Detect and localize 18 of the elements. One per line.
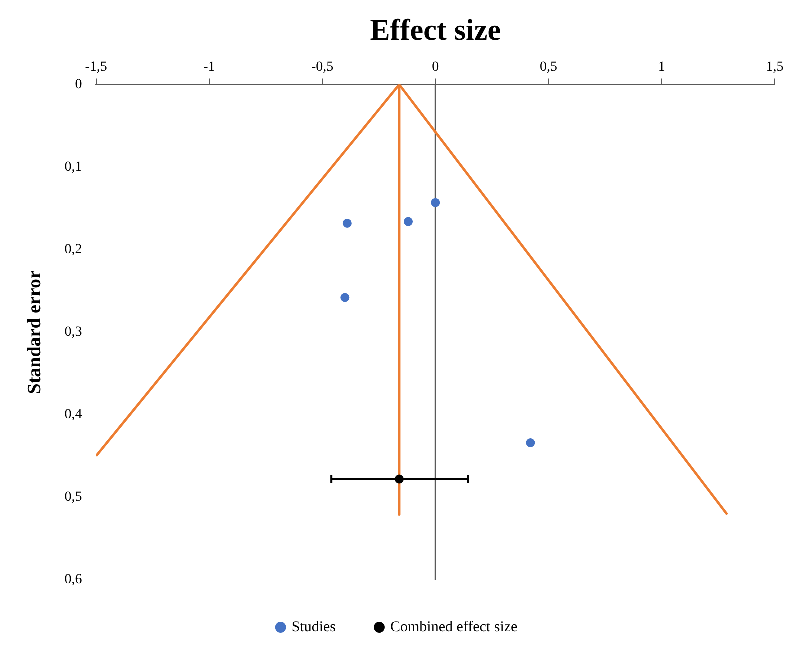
x-tick-label: -1 — [204, 60, 216, 76]
y-tick-label: 0,5 — [64, 490, 82, 506]
legend-label: Studies — [292, 619, 336, 636]
y-tick-label: 0,2 — [64, 242, 82, 258]
x-tick-label: 0 — [432, 60, 440, 76]
x-tick-label: 1,5 — [766, 60, 784, 76]
y-tick-label: 0,3 — [64, 325, 82, 340]
y-tick-label: 0,1 — [64, 160, 82, 176]
x-tick-label: -0,5 — [311, 60, 334, 76]
x-tick-label: 0,5 — [540, 60, 558, 76]
x-axis-title: Effect size — [370, 14, 502, 47]
x-tick-label: 1 — [658, 60, 666, 76]
y-axis-title: Standard error — [24, 270, 46, 394]
legend-label: Combined effect size — [390, 619, 518, 636]
y-tick-label: 0,6 — [64, 572, 82, 588]
y-tick-label: 0 — [75, 77, 82, 92]
x-tick-label: -1,5 — [85, 60, 108, 76]
y-tick-label: 0,4 — [64, 408, 82, 423]
